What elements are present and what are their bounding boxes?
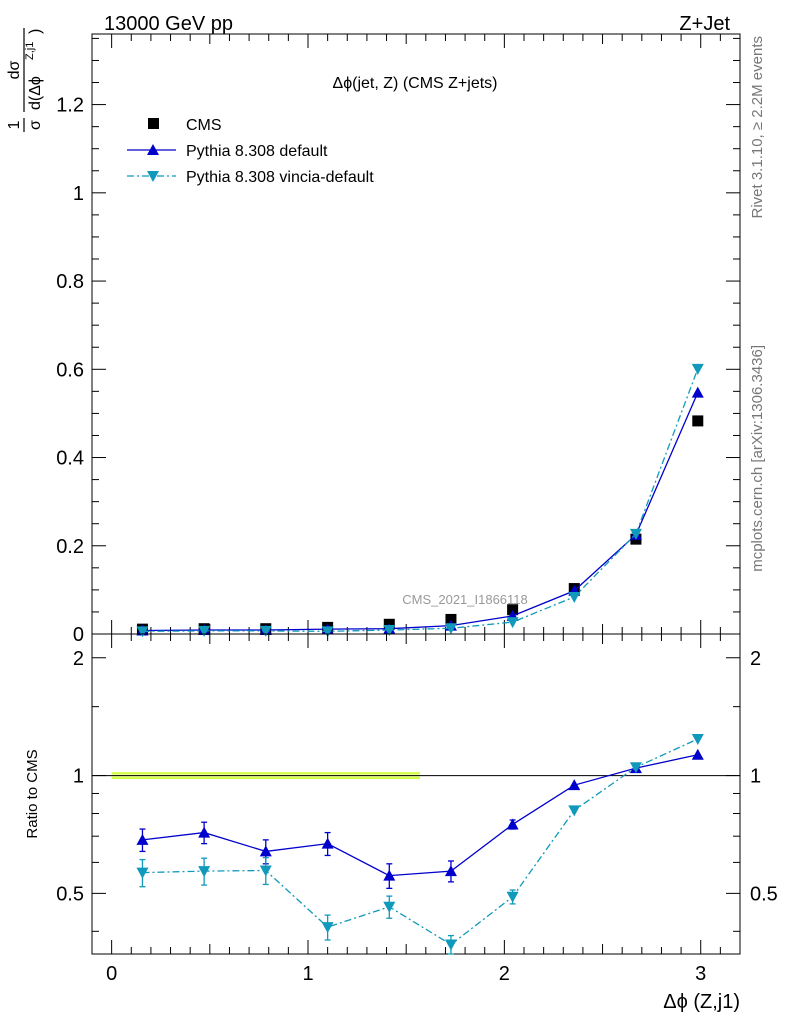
ratio-default-point (568, 779, 581, 791)
legend-cms-label: CMS (186, 117, 222, 134)
main-ytick-label: 0.4 (56, 448, 84, 470)
ratio-vincia-point (629, 762, 642, 774)
main-ytick-label: 1.2 (56, 95, 84, 117)
ratio-ytick-label: 1 (73, 766, 84, 788)
ratio-default-point (136, 833, 149, 845)
pythia-vincia-point (383, 625, 396, 637)
ylabel-prefix-num: 1 (6, 120, 23, 129)
header-energy: 13000 GeV pp (104, 13, 233, 35)
ratio-ytick-label: 0.5 (56, 883, 84, 905)
ratio-xtick-label: 0 (106, 963, 117, 985)
main-ytick-label: 1 (73, 183, 84, 205)
main-series-line (142, 368, 699, 633)
main-title: Δϕ(jet, Z) (CMS Z+jets) (333, 75, 498, 92)
mcplots-label: mcplots.cern.ch [arXiv:1306.3436] (749, 345, 766, 572)
ratio-vincia-point (136, 867, 149, 879)
ratio-band (92, 772, 740, 779)
ratio-default-point (444, 865, 457, 877)
ylabel-den: d(Δϕ (27, 76, 44, 110)
ratio-frame (91, 633, 741, 955)
pythia-default-point (691, 386, 704, 398)
ratio-xtick-label: 3 (695, 963, 706, 985)
legend-vincia-label: Pythia 8.308 vincia-default (186, 169, 374, 186)
pythia-vincia-point (321, 626, 334, 638)
ratio-xtick-label: 1 (302, 963, 313, 985)
ratio-ytick-label-right: 2 (750, 648, 761, 670)
main-ylabel: 1 σ dσ d(Δϕ Z,j1 ) (6, 28, 44, 132)
ratio-vincia-point (198, 866, 211, 878)
pythia-vincia-point (506, 617, 519, 629)
main-ytick-label: 0 (73, 624, 84, 646)
ratio-default-point (259, 845, 272, 857)
ratio-ytick-label-right: 0.5 (750, 883, 778, 905)
ratio-vincia-point (691, 734, 704, 746)
ratio-ytick-label-right: 1 (750, 766, 761, 788)
ratio-ytick-labels: 0.5 0.5 1 1 2 2 (56, 648, 778, 906)
legend-default-label: Pythia 8.308 default (186, 143, 328, 160)
ratio-vincia-point (321, 922, 334, 934)
ratio-ytick-label: 2 (73, 648, 84, 670)
legend-default-marker (147, 144, 159, 155)
legend: CMS Pythia 8.308 default Pythia 8.308 vi… (127, 117, 374, 186)
main-ticks (92, 34, 741, 635)
ratio-series (136, 734, 704, 955)
cms-point (445, 613, 457, 625)
main-series (136, 363, 704, 638)
legend-vincia-marker (147, 171, 159, 182)
ratio-series-line (142, 754, 698, 877)
rivet-label: Rivet 3.1.10, ≥ 2.2M events (749, 36, 766, 219)
cms-point (692, 415, 704, 427)
pythia-vincia-point (444, 623, 457, 635)
ratio-vincia-point (259, 865, 272, 877)
ylabel-num: dσ (6, 60, 23, 79)
ratio-vincia-point (383, 901, 396, 913)
ratio-ylabel: Ratio to CMS (24, 749, 41, 838)
ratio-vincia-point (444, 939, 457, 951)
ratio-vincia-point (568, 805, 581, 817)
ratio-vincia-point (506, 891, 519, 903)
ylabel-close: ) (27, 29, 44, 34)
legend-cms-marker (148, 118, 159, 129)
ratio-default-point (691, 748, 704, 760)
ylabel-prefix-den: σ (27, 120, 44, 130)
main-ytick-labels: 0 0.2 0.4 0.6 0.8 1 1.2 (56, 95, 84, 646)
header-process: Z+Jet (679, 13, 730, 35)
ratio-ticks (92, 634, 741, 954)
ratio-xtick-labels: 0 1 2 3 (106, 963, 706, 985)
pythia-vincia-point (259, 625, 272, 637)
main-panel: 0 0.2 0.4 0.6 0.8 1 1.2 Δϕ(jet, Z) (CMS Z+jets… (6, 28, 741, 646)
main-ytick-label: 0.2 (56, 536, 84, 558)
ratio-default-point (383, 869, 396, 881)
ratio-default-point (506, 818, 519, 830)
ylabel-sup: Z,j1 (24, 42, 36, 60)
ratio-series-line (142, 738, 699, 946)
pythia-vincia-point (136, 626, 149, 638)
analysis-watermark: CMS_2021_I1866118 (402, 592, 528, 607)
cms-point (507, 604, 519, 616)
main-ytick-label: 0.8 (56, 271, 84, 293)
ratio-default-point (321, 837, 334, 849)
ratio-xlabel: Δϕ (Z,j1) (663, 991, 740, 1013)
ratio-xtick-label: 2 (499, 963, 510, 985)
main-series-line (142, 392, 699, 632)
main-ytick-label: 0.6 (56, 359, 84, 381)
pythia-vincia-point (198, 625, 211, 637)
ratio-panel: 0.5 0.5 1 1 2 2 0 1 2 3 Ratio to CMS Δϕ (Z,j1) (24, 633, 778, 1013)
ratio-default-point (198, 826, 211, 838)
pythia-vincia-point (691, 363, 704, 375)
pythia-vincia-point (629, 528, 642, 540)
pythia-vincia-point (568, 591, 581, 603)
